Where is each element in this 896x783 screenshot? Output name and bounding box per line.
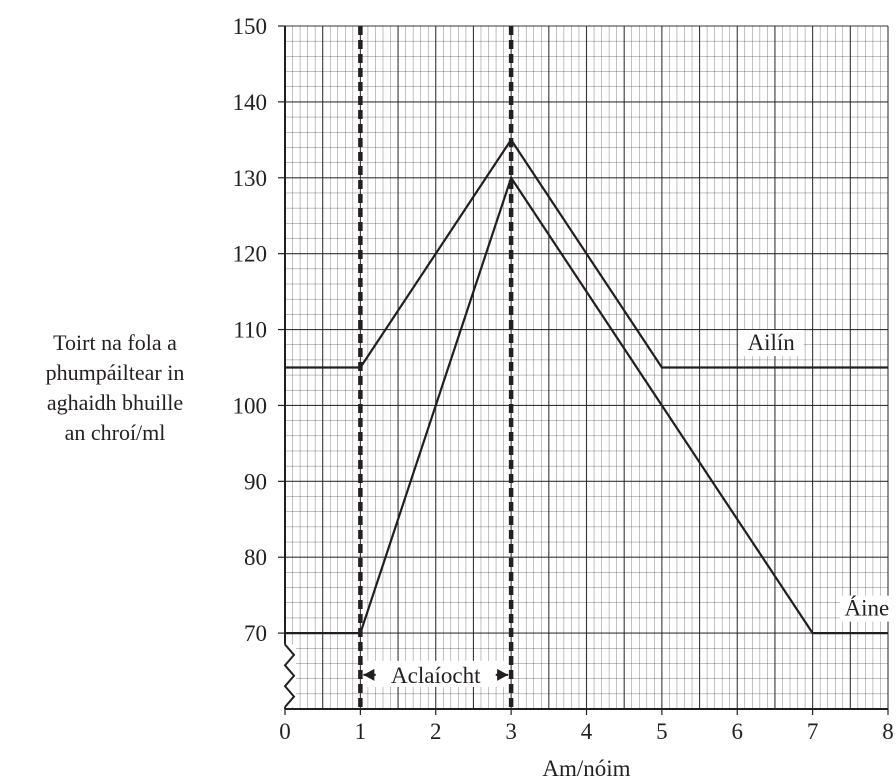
annotation-arrowhead-left [363,668,375,681]
y-tick-label: 80 [244,545,267,570]
y-tick-label: 70 [244,621,267,646]
x-tick-label: 7 [807,719,819,744]
x-tick-label: 1 [355,719,367,744]
x-tick-label: 0 [279,719,291,744]
annotation-bg [363,660,509,687]
y-axis-label-line: an chroí/ml [64,420,166,445]
axis-break-mask [284,644,296,707]
x-axis-label: Am/nóim [542,756,630,781]
series-line [285,137,888,369]
x-tick-label: 2 [430,719,442,744]
series-label-ailin-bg [738,330,804,357]
y-axis-label: Toirt na fola a phumpáiltear in aghaidh … [0,328,230,448]
annotation-arrowhead-right [497,668,509,681]
series-lines [285,137,888,635]
x-tick-label: 4 [581,719,593,744]
series-line [285,175,888,635]
y-tick-label: 110 [233,318,267,343]
annotation-label: Aclaíocht [391,663,481,688]
x-tick-label: 3 [505,719,517,744]
axes: 0 1 2 3 4 5 6 7 8 70 80 90 100 110 120 130 140 150 Am/nóim [233,14,894,781]
axis-break-zigzag [283,643,296,708]
y-axis-label-line: aghaidh bhuille [46,390,184,415]
series-label-aine-bg [839,595,894,622]
x-tick-label: 8 [882,719,894,744]
series-label-ailin: Ailín [748,330,796,355]
y-tick-label: 90 [244,469,267,494]
y-axis-label-line: phumpáiltear in [45,360,185,385]
y-tick-label: 140 [233,90,268,115]
y-tick-label: 130 [233,166,268,191]
x-tick-label: 5 [656,719,668,744]
series-label-aine: Áine [845,596,890,621]
labels: Ailín Áine Aclaíocht [363,330,894,688]
y-axis-label-line: Toirt na fola a [53,330,177,355]
y-tick-label: 100 [233,393,268,418]
y-tick-label: 120 [233,242,268,267]
x-tick-label: 6 [732,719,744,744]
y-tick-label: 150 [233,14,268,39]
